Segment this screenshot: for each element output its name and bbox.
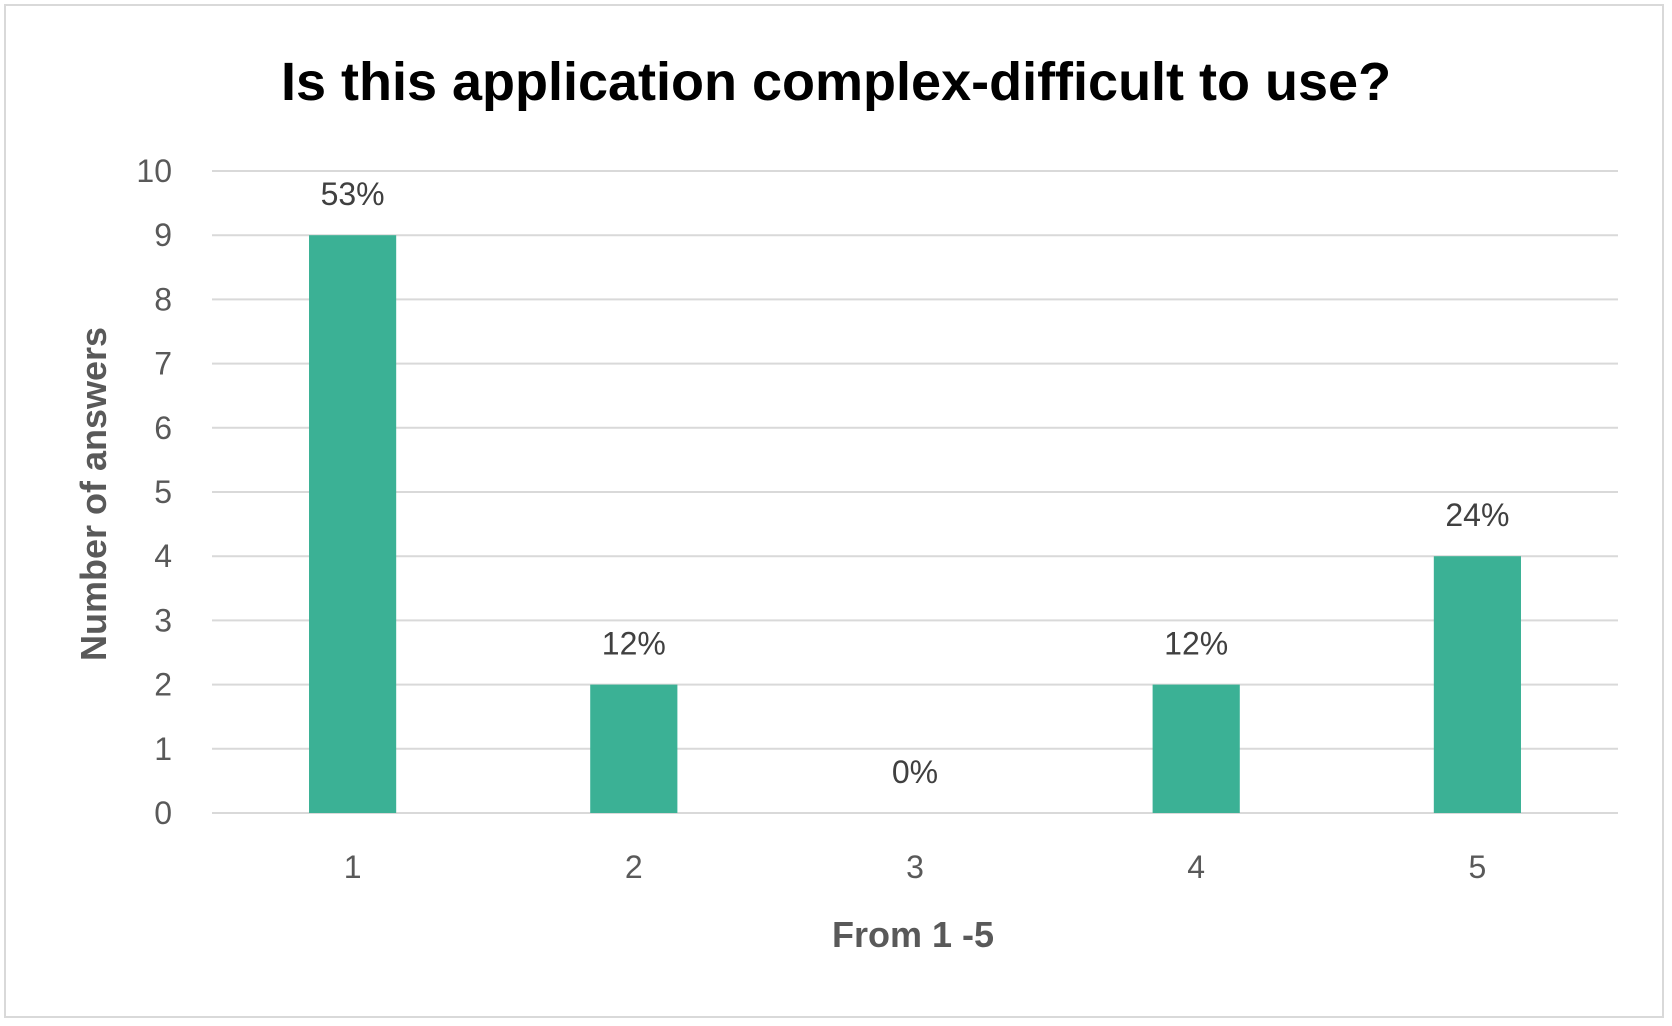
y-tick-label: 5 — [154, 474, 172, 510]
x-tick-label: 3 — [906, 849, 924, 885]
chart-title: Is this application complex-difficult to… — [281, 52, 1391, 112]
y-tick-label: 2 — [154, 667, 172, 703]
y-tick-label: 4 — [154, 538, 172, 574]
bar — [1152, 684, 1240, 813]
gridlines — [212, 170, 1618, 814]
x-tick-label: 1 — [344, 849, 362, 885]
y-tick-label: 0 — [154, 795, 172, 831]
data-labels: 53% 12% 0% 12% 24% — [321, 176, 1510, 790]
x-axis-title: From 1 -5 — [832, 914, 994, 955]
y-tick-label: 1 — [154, 731, 172, 767]
y-tick-label: 7 — [154, 346, 172, 382]
data-label: 0% — [892, 754, 938, 790]
data-label: 12% — [602, 626, 666, 662]
data-label: 12% — [1164, 626, 1228, 662]
y-axis-title: Number of answers — [73, 327, 114, 661]
bar — [1433, 556, 1521, 813]
data-label: 24% — [1445, 497, 1509, 533]
data-label: 53% — [321, 176, 385, 212]
chart-frame — [4, 4, 1664, 1018]
bar — [590, 684, 678, 813]
x-tick-label: 5 — [1469, 849, 1487, 885]
x-tick-labels: 1 2 3 4 5 — [344, 849, 1487, 885]
y-tick-label: 8 — [154, 281, 172, 317]
x-tick-label: 4 — [1187, 849, 1205, 885]
y-tick-label: 10 — [136, 153, 172, 189]
y-tick-labels: 0 1 2 3 4 5 6 7 8 9 10 — [136, 153, 172, 831]
y-tick-label: 3 — [154, 602, 172, 638]
y-tick-label: 6 — [154, 410, 172, 446]
bar — [309, 235, 397, 813]
y-tick-label: 9 — [154, 217, 172, 253]
bars — [309, 235, 1521, 813]
x-tick-label: 2 — [625, 849, 643, 885]
